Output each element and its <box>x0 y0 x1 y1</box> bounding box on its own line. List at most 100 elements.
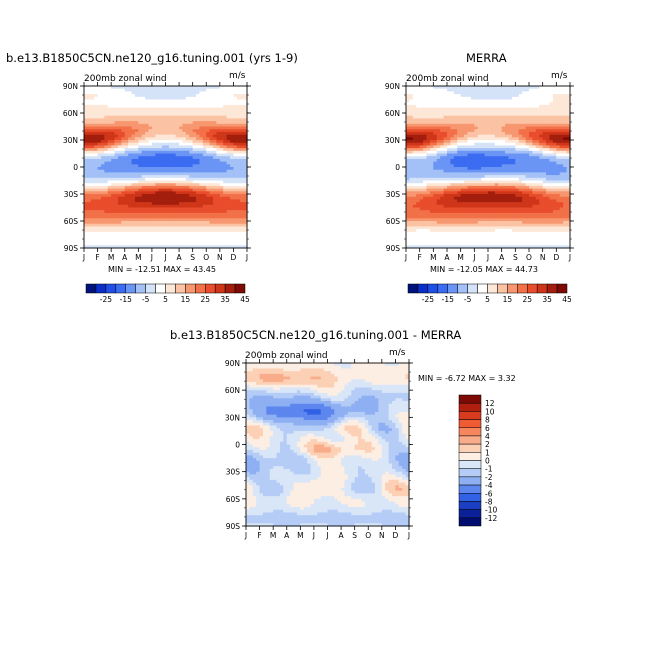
field-cell <box>219 196 224 200</box>
field-cell <box>481 177 486 182</box>
field-cell <box>117 172 122 176</box>
field-cell <box>84 161 88 165</box>
field-cell <box>162 191 167 195</box>
field-cell <box>491 169 496 173</box>
field-cell <box>172 118 177 122</box>
field-cell <box>97 231 102 236</box>
field-cell <box>508 172 513 176</box>
field-cell <box>107 148 112 152</box>
field-cell <box>199 156 204 160</box>
field-cell <box>185 137 190 141</box>
field-cell <box>505 126 510 130</box>
field-cell <box>477 210 482 214</box>
field-cell <box>179 94 184 98</box>
field-cell <box>433 196 438 200</box>
field-cell <box>189 234 194 238</box>
field-cell <box>477 110 482 114</box>
field-cell <box>230 91 235 95</box>
field-cell <box>484 175 489 179</box>
field-cell <box>90 129 95 133</box>
field-cell <box>508 140 513 144</box>
field-cell <box>192 110 197 114</box>
field-cell <box>505 185 510 190</box>
field-cell <box>223 167 228 171</box>
field-cell <box>488 194 493 198</box>
field-cell <box>447 142 452 146</box>
field-cell <box>464 86 469 90</box>
field-cell <box>467 183 472 187</box>
field-cell <box>416 153 421 157</box>
field-cell <box>196 210 201 214</box>
field-cell <box>175 123 180 128</box>
field-cell <box>196 234 201 238</box>
field-cell <box>172 94 177 98</box>
field-cell <box>121 91 126 95</box>
field-cell <box>474 226 479 230</box>
field-cell <box>436 191 441 195</box>
field-cell <box>460 91 465 95</box>
field-cell <box>196 188 201 192</box>
field-cell <box>84 145 88 149</box>
field-cell <box>175 118 180 122</box>
field-cell <box>236 153 241 157</box>
field-cell <box>236 99 241 103</box>
field-cell <box>141 221 146 225</box>
field-cell <box>423 191 428 195</box>
field-cell <box>457 129 462 133</box>
field-cell <box>406 180 411 184</box>
field-cell <box>151 177 156 182</box>
field-cell <box>501 245 506 249</box>
field-cell <box>145 185 150 190</box>
field-cell <box>192 223 197 227</box>
field-cell <box>104 161 109 165</box>
field-cell <box>111 153 116 157</box>
field-cell <box>213 185 218 190</box>
field-cell <box>155 161 160 165</box>
field-cell <box>179 242 184 246</box>
field-cell <box>206 142 211 146</box>
field-cell <box>128 88 133 92</box>
field-cell <box>87 188 92 192</box>
field-cell <box>158 185 163 190</box>
field-cell <box>199 145 204 149</box>
field-cell <box>464 245 469 249</box>
field-cell <box>233 121 238 125</box>
field-cell <box>131 110 136 114</box>
field-cell <box>148 91 153 95</box>
field-cell <box>162 113 167 117</box>
field-cell <box>114 221 119 225</box>
field-cell <box>511 96 516 101</box>
field-cell <box>172 110 177 114</box>
field-cell <box>182 218 187 222</box>
field-cell <box>481 183 486 187</box>
field-cell <box>511 237 516 241</box>
field-cell <box>185 134 190 138</box>
field-cell <box>416 167 421 171</box>
field-cell <box>481 221 486 225</box>
field-cell <box>494 150 499 155</box>
field-cell <box>84 167 88 171</box>
field-cell <box>515 215 520 219</box>
field-cell <box>206 153 211 157</box>
field-cell <box>185 145 190 149</box>
field-cell <box>419 194 424 198</box>
field-cell <box>189 88 194 92</box>
field-cell <box>447 239 452 244</box>
field-cell <box>179 153 184 157</box>
field-cell <box>498 88 503 92</box>
field-cell <box>423 218 428 222</box>
field-cell <box>436 218 441 222</box>
field-cell <box>515 245 520 249</box>
field-cell <box>87 167 92 171</box>
field-cell <box>172 140 177 144</box>
field-cell <box>202 107 207 111</box>
field-cell <box>165 183 170 187</box>
field-cell <box>162 104 167 109</box>
field-cell <box>90 245 95 249</box>
field-cell <box>141 158 146 163</box>
field-cell <box>481 188 486 192</box>
field-cell <box>433 148 438 152</box>
field-cell <box>145 107 150 111</box>
field-cell <box>206 126 211 130</box>
field-cell <box>145 129 150 133</box>
